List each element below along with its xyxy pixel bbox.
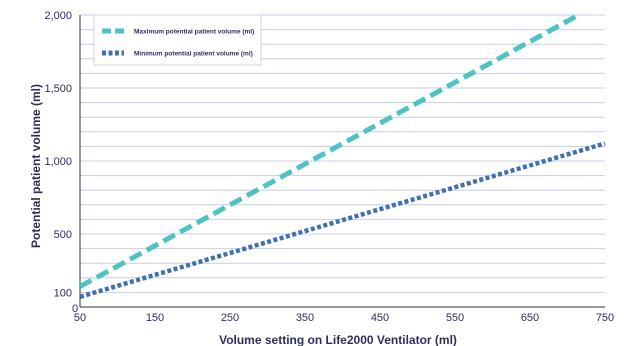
x-tick-label: 150 [146, 312, 164, 324]
x-tick-label: 550 [446, 312, 464, 324]
x-tick-label: 450 [371, 312, 389, 324]
origin-label: 0 [72, 303, 78, 315]
y-tick-label: 1,000 [44, 156, 72, 168]
x-tick-label: 350 [296, 312, 314, 324]
series-lines [78, 12, 606, 299]
tick-labels: 50 150 250 350 450 550 650 750 100 500 1,000 1,500 2… [44, 10, 614, 324]
y-tick-label: 1,500 [44, 83, 72, 95]
legend-box [93, 14, 262, 66]
y-axis-title: Potential patient volume (ml) [29, 84, 43, 248]
y-tick-label: 100 [54, 287, 72, 299]
x-tick-label: 50 [74, 312, 86, 324]
legend: Maximum potential patient volume (ml) Mi… [93, 14, 262, 66]
x-tick-label: 250 [221, 312, 239, 324]
y-tick-label: 2,000 [44, 10, 72, 22]
x-axis-title: Volume setting on Life2000 Ventilator (m… [219, 333, 457, 346]
x-tick-label: 650 [521, 312, 539, 324]
grid-lines [80, 14, 605, 293]
legend-label-min: Minimum potential patient volume (ml) [134, 51, 253, 58]
y-tick-label: 500 [54, 229, 72, 241]
axes [79, 15, 605, 308]
series-line-min [79, 141, 606, 299]
x-tick-label: 750 [596, 312, 614, 324]
legend-label-max: Maximum potential patient volume (ml) [134, 29, 254, 36]
